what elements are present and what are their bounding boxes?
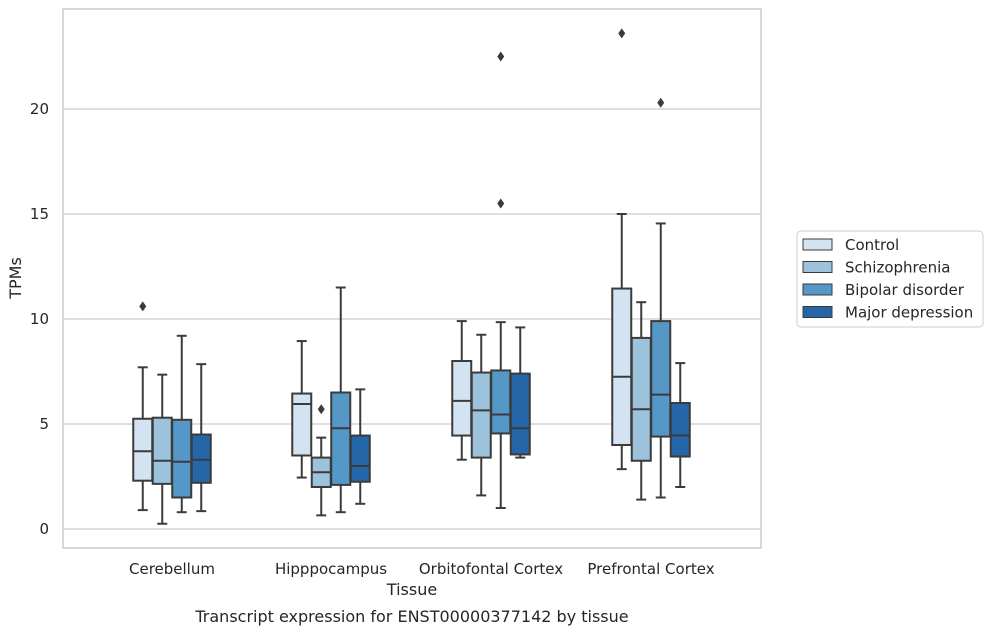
iqr-box — [669, 402, 691, 458]
legend-frame — [796, 230, 984, 328]
boxes — [132, 28, 691, 525]
iqr-box — [349, 434, 371, 483]
box-bipolar-disorder — [490, 51, 512, 509]
box-schizophrenia — [630, 301, 652, 501]
outlier-point — [497, 198, 505, 209]
outlier-point — [618, 28, 626, 39]
outlier-point — [317, 404, 325, 415]
box-bipolar-disorder — [330, 286, 352, 514]
legend-label: Major depression — [845, 304, 973, 322]
outlier-point — [139, 301, 147, 312]
iqr-box — [611, 287, 633, 446]
y-tick-label: 5 — [39, 415, 49, 433]
y-tick-label: 20 — [30, 100, 49, 118]
legend-label: Control — [845, 236, 899, 254]
legend-label: Bipolar disorder — [845, 281, 965, 299]
box-major-depression — [669, 362, 691, 488]
box-major-depression — [190, 363, 212, 513]
iqr-box — [132, 417, 154, 482]
iqr-box — [509, 372, 531, 456]
iqr-box — [330, 391, 352, 486]
y-tick-label: 0 — [39, 520, 49, 538]
chart-caption: Transcript expression for ENST0000037714… — [194, 607, 628, 626]
iqr-box — [190, 433, 212, 484]
box-control — [611, 28, 633, 471]
legend-swatch — [802, 306, 833, 318]
y-axis-title: TPMs — [6, 257, 25, 300]
iqr-box — [451, 360, 473, 437]
box-major-depression — [349, 388, 371, 505]
legend-label: Schizophrenia — [845, 259, 950, 277]
box-schizophrenia — [470, 333, 492, 497]
legend-swatch — [802, 283, 833, 296]
x-tick-label: Cerebellum — [129, 560, 215, 578]
y-axis-ticks: 0 5 10 15 20 — [30, 100, 49, 538]
box-bipolar-disorder — [650, 97, 672, 499]
box-control — [451, 320, 473, 461]
iqr-box — [650, 320, 672, 438]
box-control — [132, 301, 154, 512]
box-major-depression — [509, 326, 531, 459]
x-axis-title: Tissue — [386, 580, 437, 599]
iqr-box — [470, 371, 492, 459]
iqr-box — [490, 369, 512, 435]
x-tick-label: Prefrontal Cortex — [587, 560, 714, 578]
iqr-box — [291, 392, 313, 457]
outlier-point — [657, 97, 665, 108]
legend-swatch — [802, 261, 833, 273]
legend-swatch — [802, 238, 833, 251]
y-tick-label: 15 — [30, 205, 49, 223]
box-bipolar-disorder — [171, 334, 193, 514]
plot-area-frame — [62, 8, 762, 549]
box-control — [291, 340, 313, 479]
iqr-box — [171, 418, 193, 499]
iqr-box — [630, 336, 652, 462]
y-tick-label: 10 — [30, 310, 49, 328]
outlier-point — [497, 51, 505, 62]
iqr-box — [151, 416, 173, 485]
x-tick-label: Orbitofontal Cortex — [419, 560, 563, 578]
x-axis-ticks: Cerebellum Hipppocampus Orbitofontal Corte… — [129, 560, 715, 578]
box-schizophrenia — [151, 373, 173, 525]
x-tick-label: Hipppocampus — [275, 560, 387, 578]
legend: Control Schizophrenia Bipolar disorder Majo… — [796, 230, 984, 328]
box-schizophrenia — [310, 404, 332, 517]
